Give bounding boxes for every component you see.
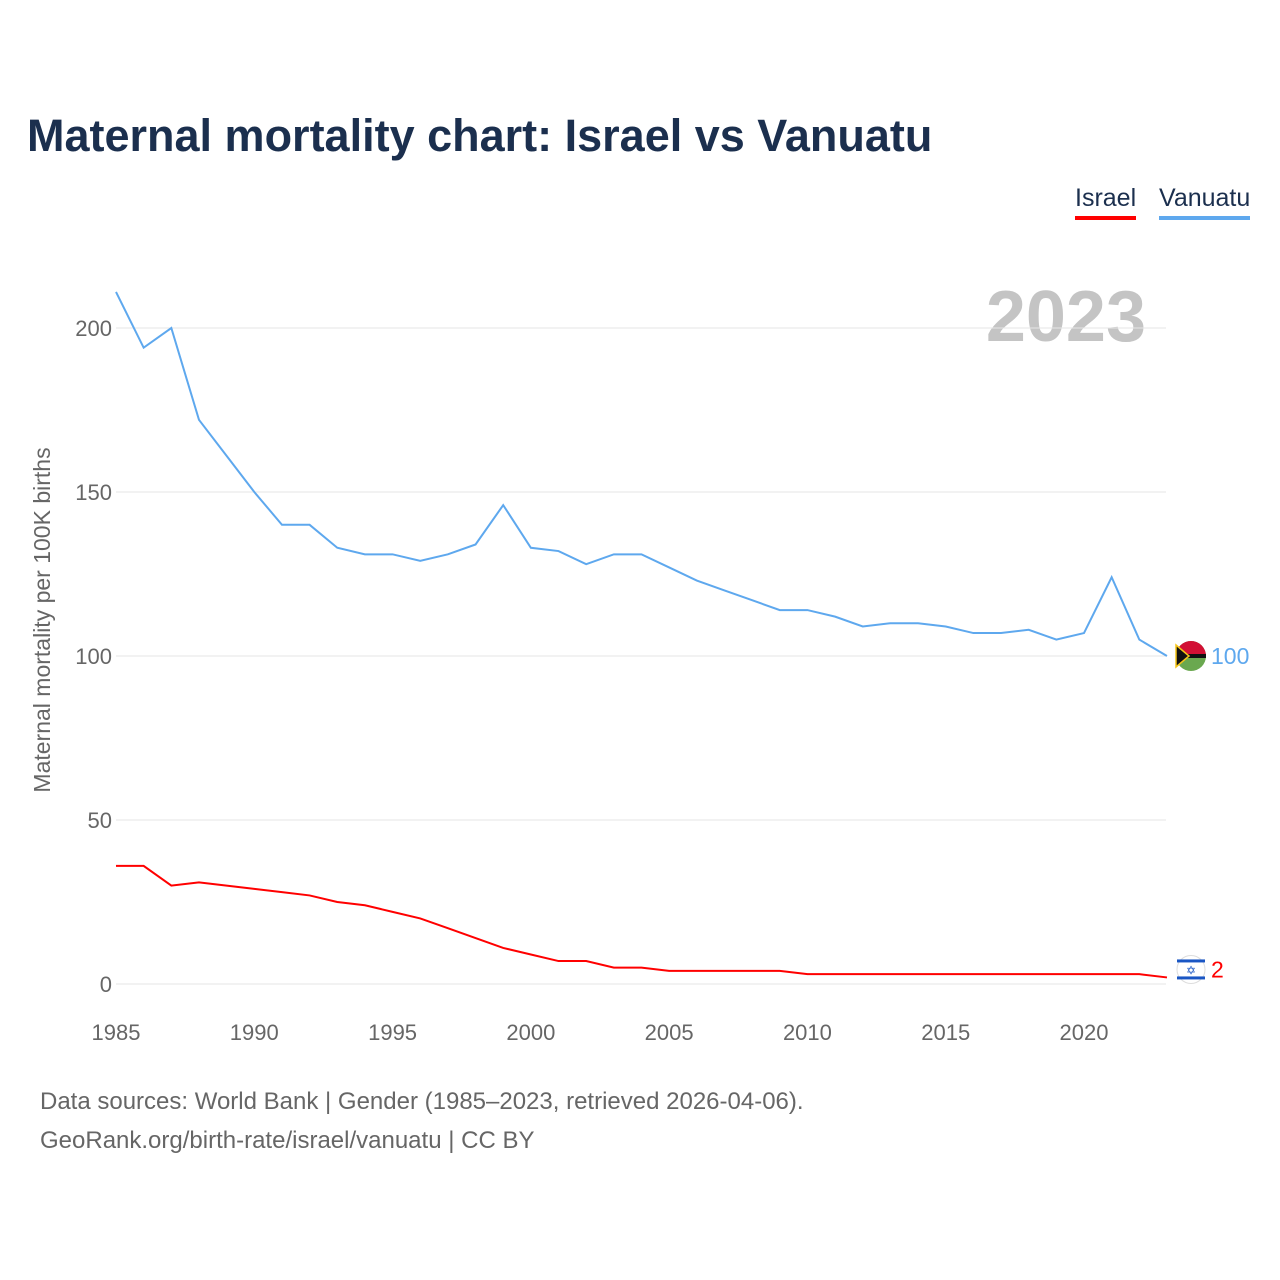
year-watermark: 2023 [986, 277, 1146, 357]
y-tick-label: 150 [75, 480, 112, 505]
legend-vanuatu[interactable]: Vanuatu [1159, 184, 1251, 220]
end-value-label-vanuatu: 100 [1211, 643, 1249, 669]
chart-title: Maternal mortality chart: Israel vs Vanu… [27, 110, 933, 161]
x-tick-label: 1995 [368, 1020, 417, 1045]
y-tick-label: 200 [75, 316, 112, 341]
x-tick-label: 2020 [1060, 1020, 1109, 1045]
israel-flag-icon: ✡ [1176, 954, 1206, 984]
y-axis-label: Maternal mortality per 100K births [29, 447, 55, 792]
y-tick-label: 0 [100, 972, 112, 997]
legend-israel[interactable]: Israel [1075, 184, 1137, 220]
y-tick-label: 50 [88, 808, 112, 833]
vanuatu-flag-icon [1175, 641, 1206, 671]
source-note: Data sources: World Bank | Gender (1985–… [40, 1088, 804, 1115]
y-tick-label: 100 [75, 644, 112, 669]
x-tick-label: 2000 [506, 1020, 555, 1045]
x-tick-label: 1985 [92, 1020, 141, 1045]
x-tick-label: 2015 [921, 1020, 970, 1045]
series-line-israel [116, 864, 1168, 979]
x-tick-label: 2010 [783, 1020, 832, 1045]
source-link[interactable]: GeoRank.org/birth-rate/israel/vanuatu | … [40, 1127, 535, 1154]
end-value-label-israel: 2 [1211, 956, 1224, 982]
x-tick-label: 2005 [645, 1020, 694, 1045]
svg-text:✡: ✡ [1186, 963, 1196, 977]
x-tick-label: 1990 [230, 1020, 279, 1045]
